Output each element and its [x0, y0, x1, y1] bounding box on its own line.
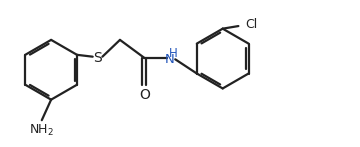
Text: N: N: [165, 53, 175, 66]
Text: Cl: Cl: [245, 18, 257, 31]
Text: S: S: [93, 51, 102, 65]
Text: O: O: [139, 88, 150, 102]
Text: H: H: [169, 47, 178, 60]
Text: NH$_2$: NH$_2$: [28, 123, 54, 138]
